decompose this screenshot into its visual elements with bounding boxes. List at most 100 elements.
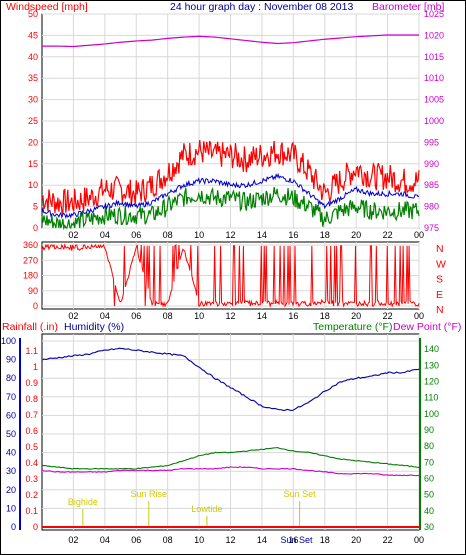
rain-y-tick-label: 0.9 [25, 378, 38, 388]
direction-x-tick-label: 00 [414, 311, 424, 321]
direction-x-tick-label: 08 [163, 311, 173, 321]
wind-x-tick-label: 00 [414, 230, 424, 240]
humidity-y-tick-label: 100 [1, 336, 16, 346]
temperature-y-tick-label: 50 [424, 490, 434, 500]
wind-x-tick-label: 14 [257, 230, 267, 240]
temperature-y-tick-label: 140 [424, 344, 439, 354]
direction-y-tick-label: 90 [28, 286, 38, 296]
humidity-x-tick-label: 18 [320, 535, 330, 545]
temperature-y-tick-label: 30 [424, 522, 434, 532]
humidity-y-tick-label: 50 [6, 429, 16, 439]
barometer-y-tick-label: 1025 [424, 9, 444, 19]
dewpoint-series-line [41, 466, 420, 477]
humidity-x-tick-label: 16 [288, 535, 298, 545]
direction-marks [41, 243, 420, 308]
compass-label: N [436, 243, 444, 255]
wind-y-tick-label: 10 [28, 180, 38, 190]
temperature-y-tick-label: 120 [424, 376, 439, 386]
humidity-y-tick-label: 60 [6, 410, 16, 420]
humidity-x-tick-label: 02 [68, 535, 78, 545]
direction-x-tick-label: 18 [320, 311, 330, 321]
humidity-series-line [41, 347, 420, 412]
compass-label: W [436, 258, 446, 270]
direction-x-tick-label: 14 [257, 311, 267, 321]
wind-y-tick-label: 15 [28, 159, 38, 169]
direction-y-tick-label: 0 [33, 301, 38, 311]
wind-x-tick-label: 06 [131, 230, 141, 240]
humidity-x-tick-label: 22 [383, 535, 393, 545]
direction-y-tick-label: 360 [23, 240, 38, 250]
wind-y-tick-label: 40 [28, 52, 38, 62]
dewpoint-title: Dew Point (°F) [393, 321, 461, 333]
wind-y-tick-label: 25 [28, 116, 38, 126]
direction-x-tick-label: 12 [225, 311, 235, 321]
compass-label: E [436, 289, 443, 301]
humidity-y-tick-label: 40 [6, 448, 16, 458]
temperature-y-tick-label: 100 [424, 409, 439, 419]
wind-x-tick-label: 04 [100, 230, 110, 240]
temperature-y-tick-label: 70 [424, 457, 434, 467]
compass-label: N [436, 304, 444, 316]
wind-y-tick-label: 35 [28, 73, 38, 83]
rain-y-tick-label: 1 [33, 362, 38, 372]
humidity-x-tick-label: 20 [351, 535, 361, 545]
barometer-series-line [42, 34, 419, 48]
x-extra-label: Sun Set [280, 535, 313, 545]
average-series-line [41, 172, 420, 220]
wind-y-tick-label: 5 [33, 202, 38, 212]
barometer-y-tick-label: 1005 [424, 95, 444, 105]
direction-grid: 02 04 06 08 10 12 14 16 18 20 22 00 [42, 242, 424, 321]
wind-x-tick-label: 12 [225, 230, 235, 240]
rain-y-tick-label: 0.7 [25, 410, 38, 420]
rain-y-tick-label: 0.5 [25, 442, 38, 452]
direction-y-tick-label: 180 [23, 271, 38, 281]
humidity-title: Humidity (%) [64, 321, 124, 333]
direction-series-line [41, 243, 420, 308]
wind-y-tick-label: 50 [28, 9, 38, 19]
barometer-y-tick-label: 1010 [424, 73, 444, 83]
humidity-y-tick-label: 10 [6, 503, 16, 513]
direction-x-tick-label: 02 [68, 311, 78, 321]
humidity-x-tick-label: 08 [163, 535, 173, 545]
barometer-y-tick-label: 990 [424, 159, 439, 169]
temperature-y-tick-label: 60 [424, 473, 434, 483]
temperature-y-tick-label: 130 [424, 360, 439, 370]
wind-y-tick-label: 20 [28, 137, 38, 147]
direction-x-tick-label: 20 [351, 311, 361, 321]
barometer-y-tick-label: 1000 [424, 116, 444, 126]
annotation-label: Bighide [68, 497, 98, 507]
rain-y-tick-label: 0 [33, 522, 38, 532]
annotation-label: Sun Set [284, 489, 317, 499]
direction-x-tick-label: 04 [100, 311, 110, 321]
wind-panel-right-title: Barometer [mb] [372, 1, 444, 13]
wind-x-tick-label: 16 [288, 230, 298, 240]
barometer-y-tick-label: 985 [424, 180, 439, 190]
compass-label: S [436, 274, 443, 286]
rain-y-tick-label: 1.1 [25, 346, 38, 356]
temperature-series-line [41, 446, 420, 470]
humidity-temp-axis: 010203040506070809010000.10.20.30.40.50.… [1, 336, 439, 545]
humidity-x-tick-label: 10 [194, 535, 204, 545]
barometer-y-tick-label: 980 [424, 202, 439, 212]
humidity-y-tick-label: 20 [6, 485, 16, 495]
rain-y-tick-label: 0.8 [25, 394, 38, 404]
annotation-label: Lowtide [191, 504, 222, 514]
wind-marks [41, 34, 420, 231]
humidity-x-tick-label: 14 [257, 535, 267, 545]
humidity-y-tick-label: 70 [6, 392, 16, 402]
barometer-y-tick-label: 1015 [424, 52, 444, 62]
direction-y-tick-label: 270 [23, 255, 38, 265]
direction-x-tick-label: 16 [288, 311, 298, 321]
humidity-y-tick-label: 90 [6, 355, 16, 365]
rain-y-tick-label: 0.3 [25, 474, 38, 484]
temperature-y-tick-label: 40 [424, 506, 434, 516]
direction-x-tick-label: 06 [131, 311, 141, 321]
wind-x-tick-label: 18 [320, 230, 330, 240]
temperature-y-tick-label: 110 [424, 393, 438, 403]
temperature-y-tick-label: 80 [424, 441, 434, 451]
wind-axis: 0510152025303540455097598098599099510001… [28, 9, 444, 233]
lull-series-line [41, 186, 420, 231]
barometer-y-tick-label: 995 [424, 137, 439, 147]
wind-panel-left-title: Windspeed [mph] [6, 1, 88, 13]
